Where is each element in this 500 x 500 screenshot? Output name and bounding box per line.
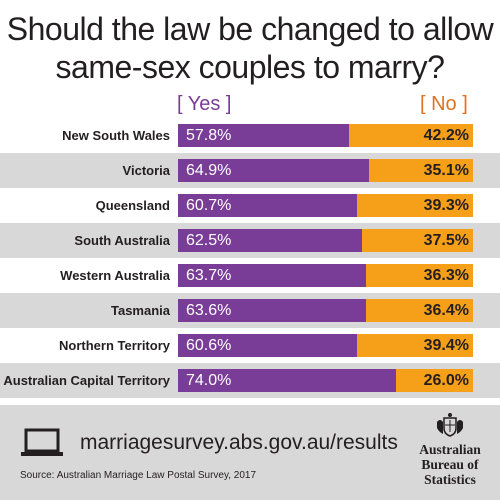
chart-row: Tasmania 63.6% 36.4% <box>0 293 500 328</box>
yes-value-label: 64.9% <box>186 162 232 179</box>
footer-band <box>0 405 500 500</box>
yes-bar: 74.0% <box>178 369 396 392</box>
chart-row: Northern Territory 60.6% 39.4% <box>0 328 500 363</box>
chart-row: Victoria 64.9% 35.1% <box>0 153 500 188</box>
survey-url[interactable]: marriagesurvey.abs.gov.au/results <box>80 431 398 454</box>
yes-value-label: 60.6% <box>186 337 232 354</box>
chart-row: Western Australia 63.7% 36.3% <box>0 258 500 293</box>
legend-no: [ No ] <box>420 93 468 115</box>
yes-bar: 60.6% <box>178 334 357 357</box>
no-value-label: 39.4% <box>423 337 469 354</box>
no-value-label: 42.2% <box>423 127 469 144</box>
yes-value-label: 63.7% <box>186 267 232 284</box>
no-bar: 39.3% <box>357 194 473 217</box>
no-bar: 42.2% <box>349 124 473 147</box>
laptop-icon <box>21 428 63 456</box>
stacked-bar: 62.5% 37.5% <box>178 229 473 252</box>
yes-value-label: 60.7% <box>186 197 232 214</box>
abs-line-2: Bureau of <box>421 457 479 472</box>
category-label: New South Wales <box>62 128 170 143</box>
chart-row: New South Wales 57.8% 42.2% <box>0 118 500 153</box>
title-line-2: same-sex couples to marry? <box>55 49 445 85</box>
stacked-bar: 63.6% 36.4% <box>178 299 473 322</box>
yes-value-label: 74.0% <box>186 372 232 389</box>
abs-line-1: Australian <box>419 442 481 457</box>
no-value-label: 36.4% <box>423 302 469 319</box>
yes-value-label: 62.5% <box>186 232 232 249</box>
yes-bar: 62.5% <box>178 229 362 252</box>
no-value-label: 36.3% <box>423 267 469 284</box>
no-value-label: 37.5% <box>423 232 469 249</box>
stacked-bar: 60.6% 39.4% <box>178 334 473 357</box>
no-bar: 26.0% <box>396 369 473 392</box>
yes-bar: 60.7% <box>178 194 357 217</box>
no-bar: 36.3% <box>366 264 473 287</box>
category-label: South Australia <box>74 233 170 248</box>
stacked-bar: 64.9% 35.1% <box>178 159 473 182</box>
chart-row: South Australia 62.5% 37.5% <box>0 223 500 258</box>
category-label: Tasmania <box>110 303 170 318</box>
stacked-bar: 57.8% 42.2% <box>178 124 473 147</box>
yes-value-label: 63.6% <box>186 302 232 319</box>
abs-logo: Australian Bureau of Statistics <box>410 412 490 492</box>
yes-bar: 64.9% <box>178 159 369 182</box>
title-line-1: Should the law be changed to allow <box>6 11 494 47</box>
no-value-label: 35.1% <box>423 162 469 179</box>
stacked-bar: 63.7% 36.3% <box>178 264 473 287</box>
yes-value-label: 57.8% <box>186 127 232 144</box>
category-label: Australian Capital Territory <box>3 373 170 388</box>
chart-row: Australian Capital Territory 74.0% 26.0% <box>0 363 500 398</box>
chart-title: Should the law be changed to allow same-… <box>0 10 500 86</box>
no-bar: 36.4% <box>366 299 473 322</box>
no-value-label: 26.0% <box>423 372 469 389</box>
category-label: Victoria <box>122 163 170 178</box>
abs-wordmark: Australian Bureau of Statistics <box>410 442 490 487</box>
abs-crest-icon <box>437 413 463 437</box>
no-value-label: 39.3% <box>423 197 469 214</box>
source-note: Source: Australian Marriage Law Postal S… <box>20 470 257 481</box>
abs-line-3: Statistics <box>424 472 476 487</box>
category-label: Northern Territory <box>59 338 170 353</box>
yes-bar: 57.8% <box>178 124 349 147</box>
category-label: Queensland <box>95 198 170 213</box>
category-label: Western Australia <box>60 268 170 283</box>
legend-yes: [ Yes ] <box>177 93 232 115</box>
chart-row: Queensland 60.7% 39.3% <box>0 188 500 223</box>
no-bar: 35.1% <box>369 159 473 182</box>
no-bar: 39.4% <box>357 334 473 357</box>
yes-bar: 63.6% <box>178 299 366 322</box>
stacked-bar: 60.7% 39.3% <box>178 194 473 217</box>
yes-bar: 63.7% <box>178 264 366 287</box>
no-bar: 37.5% <box>362 229 473 252</box>
stacked-bar: 74.0% 26.0% <box>178 369 473 392</box>
